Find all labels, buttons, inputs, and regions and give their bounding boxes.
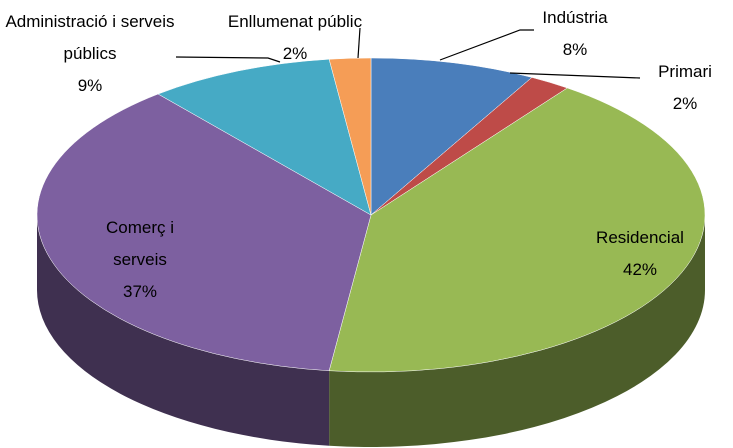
category-label: Administració i serveis públics (5, 12, 175, 63)
slice-label-box: Residencial 42% (540, 222, 733, 286)
category-label: Enllumenat públic (227, 12, 363, 31)
slice-label: Comerç i serveis 37% (70, 212, 210, 308)
pie-tops (36, 57, 706, 373)
category-label: Primari (658, 62, 712, 81)
slice-label-box: Enllumenat públic 2% (210, 6, 380, 70)
slice-label: Administració i serveis públics 9% (0, 6, 180, 102)
slice-label: Residencial 42% (540, 222, 733, 286)
category-label: Residencial (596, 228, 684, 247)
value-label: 37% (122, 282, 158, 301)
value-label: 2% (282, 44, 308, 63)
pie-sides (37, 215, 706, 447)
pie-slice (36, 93, 372, 372)
pie-side (37, 215, 330, 446)
slice-label-box: Indústria 8% (520, 2, 630, 66)
leader-line (175, 56, 281, 63)
value-label: 42% (622, 260, 658, 279)
value-label: 9% (77, 76, 103, 95)
leader-line (439, 29, 534, 61)
slice-label: Enllumenat públic 2% (210, 6, 380, 70)
slice-label: Primari 2% (630, 56, 733, 120)
value-label: 2% (672, 94, 698, 113)
labels: Indústria 8% Primari 2% Residencial 42% Comerç… (0, 2, 733, 308)
slice-label-box: Administració i serveis públics 9% (0, 6, 180, 102)
slice-label: Indústria 8% (520, 2, 630, 66)
category-label: Indústria (542, 8, 608, 27)
slice-label-box: Comerç i serveis 37% (70, 212, 210, 308)
value-label: 8% (562, 40, 588, 59)
slice-label-box: Primari 2% (630, 56, 733, 120)
pie-slice (328, 87, 706, 373)
pie-slice (370, 57, 533, 216)
pie-slice (157, 58, 372, 216)
category-label: Comerç i serveis (105, 218, 174, 269)
leader-lines (175, 27, 641, 79)
pie-side (329, 215, 706, 447)
leader-line (357, 27, 361, 59)
leader-line (509, 72, 641, 79)
pie-slice (328, 57, 372, 216)
